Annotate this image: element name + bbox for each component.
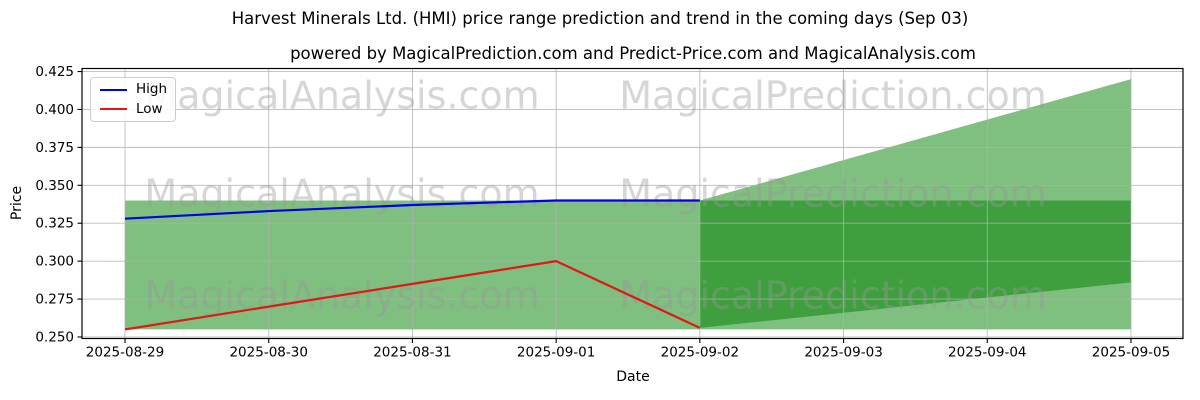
y-tick-label: 0.425 — [35, 64, 74, 80]
low-line — [124, 260, 701, 331]
y-tick-label: 0.350 — [35, 178, 74, 194]
legend-item-high: High — [100, 81, 175, 97]
watermark-text: MagicalPrediction.com — [619, 74, 1047, 118]
y-axis-label: Price — [9, 185, 25, 221]
x-tick-label: 2025-08-31 — [373, 345, 451, 361]
legend-swatch-low-icon — [100, 108, 127, 111]
watermark-text: MagicalAnalysis.com — [144, 74, 539, 118]
y-tick-label: 0.375 — [35, 140, 74, 156]
forecast-inner-band — [699, 200, 1131, 328]
y-tick-label: 0.325 — [35, 216, 74, 232]
x-tick-label: 2025-09-03 — [804, 345, 882, 361]
y-tick-label: 0.300 — [35, 254, 74, 270]
chart-subtitle: powered by MagicalPrediction.com and Pre… — [290, 44, 976, 63]
watermark-text: MagicalPrediction.com — [619, 172, 1047, 216]
watermark-layer: MagicalAnalysis.com MagicalPrediction.com… — [144, 74, 1046, 318]
axis-spines — [81, 67, 1184, 340]
x-tick-label: 2025-08-30 — [229, 345, 307, 361]
x-tick-label: 2025-09-02 — [661, 345, 739, 361]
axes-layer — [77, 67, 1184, 343]
x-tick-label: 2025-09-04 — [948, 345, 1026, 361]
x-tick-label: 2025-09-01 — [517, 345, 595, 361]
legend: High Low — [90, 77, 176, 122]
y-tick-label: 0.400 — [35, 102, 74, 118]
high-line — [124, 199, 700, 220]
legend-label-high: High — [136, 81, 168, 97]
y-tick-label: 0.275 — [35, 292, 74, 308]
x-tick-label: 2025-09-05 — [1092, 345, 1170, 361]
legend-swatch-high-icon — [100, 88, 127, 91]
tick-labels-layer: 2025-08-29 2025-08-30 2025-08-31 2025-09-01… — [35, 64, 1170, 360]
x-axis-label: Date — [616, 369, 650, 385]
x-tick-label: 2025-08-29 — [86, 345, 164, 361]
y-tick-label: 0.250 — [35, 329, 74, 345]
legend-label-low: Low — [136, 100, 163, 117]
legend-item-low: Low — [100, 100, 175, 117]
series-layer — [124, 199, 701, 331]
watermark-text: MagicalPrediction.com — [619, 274, 1047, 318]
chart-title: Harvest Minerals Ltd. (HMI) price range … — [231, 9, 969, 28]
